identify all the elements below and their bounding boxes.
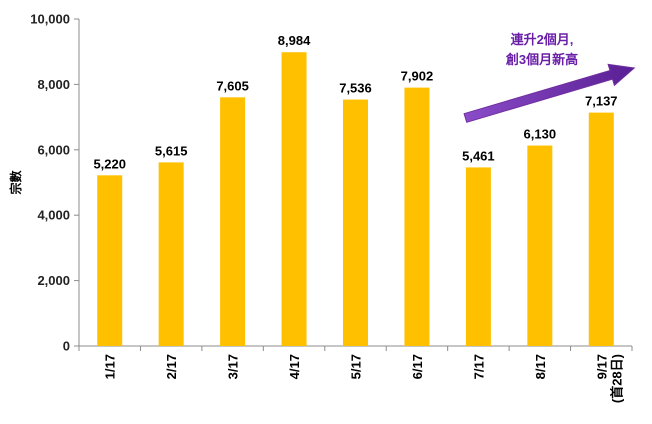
bar-7-17 (465, 167, 491, 346)
data-label: 8,984 (278, 33, 311, 48)
bar-4-17 (281, 52, 307, 346)
bars (97, 52, 614, 346)
annotation-text: 連升2個月, (511, 32, 574, 47)
category-label: 9/17 (594, 354, 609, 379)
bar-3-17 (220, 97, 246, 346)
category-label: 6/17 (410, 354, 425, 379)
data-label: 5,615 (155, 143, 188, 158)
category-label: 3/17 (226, 354, 241, 379)
bar-2-17 (158, 162, 184, 346)
data-label: 7,902 (401, 69, 434, 84)
category-label: 4/17 (287, 354, 302, 379)
data-label: 7,137 (585, 94, 618, 109)
y-axis-title: 宗數 (8, 170, 23, 194)
y-tick-label: 4,000 (37, 208, 70, 223)
bar-8-17 (527, 145, 553, 346)
annotation-text: 創3個月新高 (505, 52, 578, 67)
data-label: 7,536 (339, 81, 372, 96)
category-label: 5/17 (349, 354, 364, 379)
category-label: 8/17 (533, 354, 548, 379)
annotation: 連升2個月, 創3個月新高 (463, 32, 636, 123)
y-tick-label: 0 (63, 339, 70, 354)
data-label: 5,220 (93, 156, 126, 171)
data-label: 5,461 (462, 148, 495, 163)
data-label: 6,130 (524, 127, 557, 142)
data-label: 7,605 (216, 78, 249, 93)
y-tick-label: 2,000 (37, 273, 70, 288)
category-label: 1/17 (103, 354, 118, 379)
labels: 5,220 1/17 5,615 2/17 7,605 3/17 8,984 4/17 7,53… (93, 33, 624, 403)
bar-9-17 (588, 112, 614, 346)
y-tick-label: 10,000 (30, 12, 70, 27)
category-label: 7/17 (471, 354, 486, 379)
trend-arrow (463, 63, 636, 123)
category-label: 2/17 (164, 354, 179, 379)
y-tick-label: 6,000 (37, 142, 70, 157)
axes: 0 2,000 4,000 6,000 8,000 10,000 宗數 (8, 12, 633, 354)
bar-5-17 (343, 99, 368, 346)
bar-6-17 (404, 87, 430, 346)
y-tick-label: 8,000 (37, 77, 70, 92)
bar-1-17 (97, 175, 123, 346)
category-sublabel: (首28日) (609, 354, 624, 403)
